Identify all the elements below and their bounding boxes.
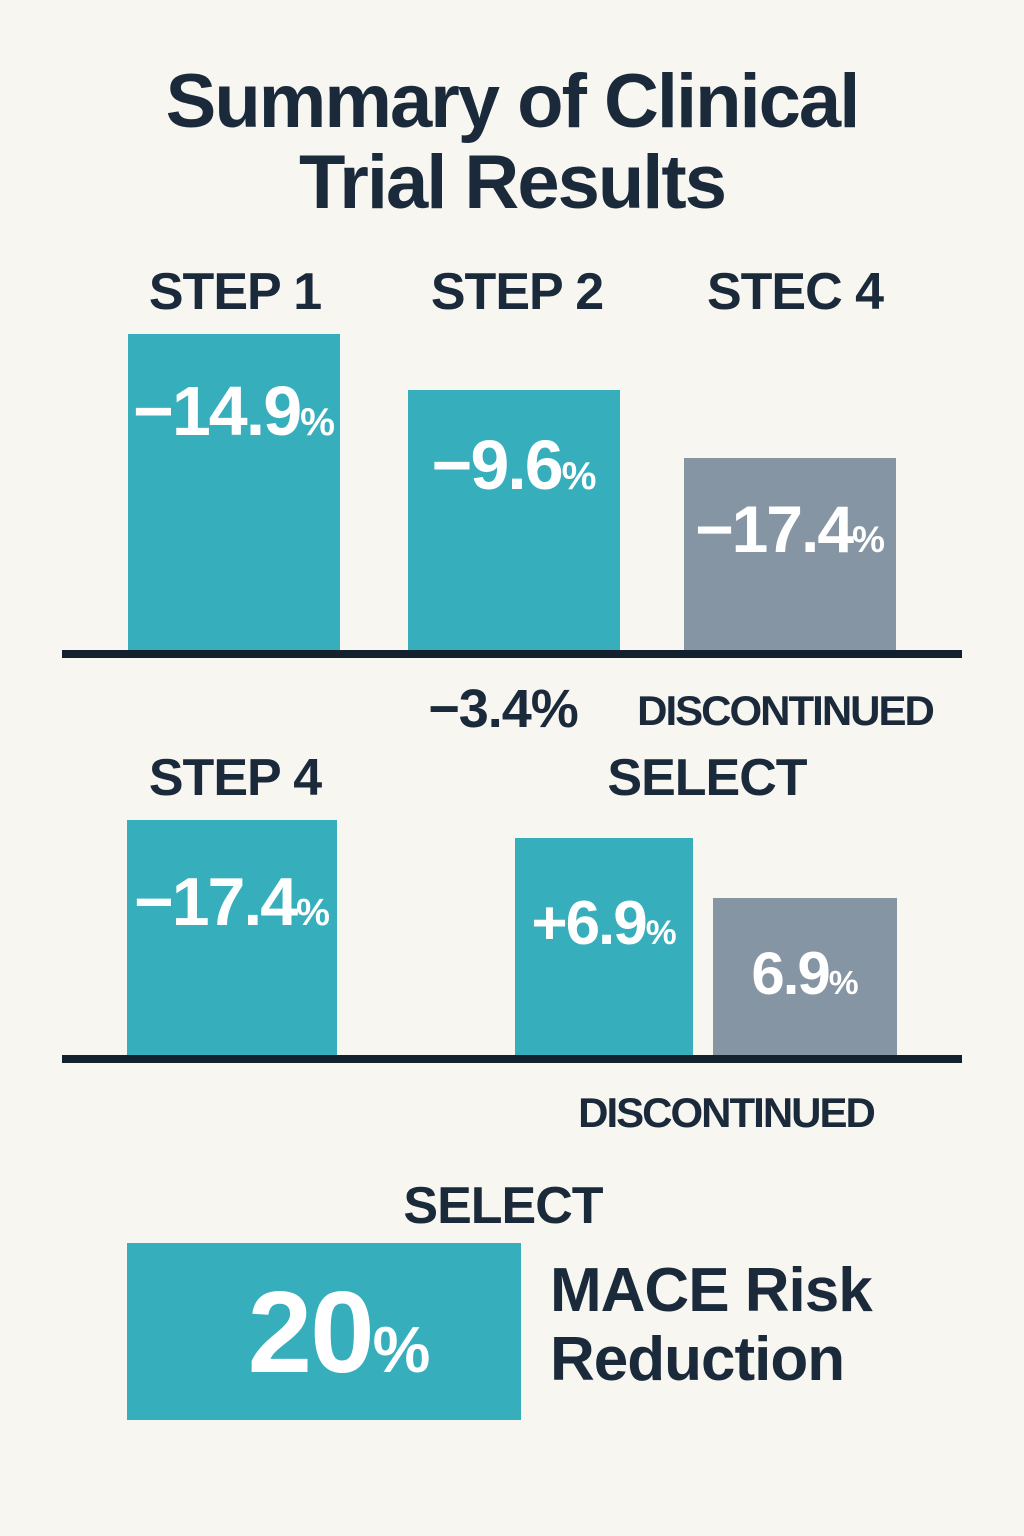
percent-sign: % xyxy=(372,1312,431,1386)
percent-sign: % xyxy=(561,455,597,498)
highlight-description: MACE Risk Reduction xyxy=(550,1256,980,1395)
highlight-description-line2: Reduction xyxy=(550,1325,845,1395)
trial-label-step-2: STEP 2 xyxy=(430,263,604,321)
bar-select-gray-value-number: 6.9 xyxy=(751,940,830,1007)
bar-select-teal: +6.9% xyxy=(515,838,693,1057)
trial-label-stec-4: STEC 4 xyxy=(706,263,884,321)
page-title-line1: Summary of Clinical xyxy=(165,59,861,144)
bar-stec-4-value: −17.4% xyxy=(684,496,896,562)
bar-step-2-value-number: −9.6 xyxy=(431,426,563,504)
footnote-step-2: −3.4% xyxy=(428,679,579,739)
page-title-line2: Trial Results xyxy=(299,139,727,225)
bar-step-4-value-number: −17.4 xyxy=(134,864,298,940)
highlight-box: 20% xyxy=(127,1243,521,1420)
bar-step-1-value: −14.9% xyxy=(128,376,340,446)
highlight-value: 20% xyxy=(248,1274,431,1390)
highlight-description-line1: MACE Risk xyxy=(550,1256,873,1325)
bar-step-2: −9.6% xyxy=(408,390,620,652)
footnote-select-discontinued: DISCONTINUED xyxy=(578,1089,876,1136)
percent-sign: % xyxy=(828,965,859,1002)
footnote-stec-4-discontinued: DISCONTINUED xyxy=(637,687,935,734)
trial-label-select: SELECT xyxy=(607,749,807,807)
bar-select-gray-value: 6.9% xyxy=(713,944,897,1004)
page-title: Summary of Clinical Trial Results xyxy=(0,59,1024,225)
bar-stec-4: −17.4% xyxy=(684,458,896,652)
bar-select-teal-value-number: +6.9 xyxy=(531,889,647,958)
percent-sign: % xyxy=(852,519,885,560)
bar-select-gray: 6.9% xyxy=(713,898,897,1057)
bar-step-4: −17.4% xyxy=(127,820,337,1057)
bar-step-1: −14.9% xyxy=(128,334,340,652)
bar-step-1-value-number: −14.9 xyxy=(133,372,302,450)
baseline-row-2 xyxy=(62,1055,962,1063)
percent-sign: % xyxy=(300,401,335,444)
bar-select-teal-value: +6.9% xyxy=(515,893,693,955)
trial-label-select-bottom: SELECT xyxy=(403,1177,603,1235)
trial-label-step-1: STEP 1 xyxy=(148,263,322,321)
percent-sign: % xyxy=(645,914,677,952)
percent-sign: % xyxy=(296,892,330,934)
trial-label-step-4: STEP 4 xyxy=(148,749,322,807)
bar-stec-4-value-number: −17.4 xyxy=(695,492,854,566)
bar-step-2-value: −9.6% xyxy=(408,430,620,500)
baseline-row-1 xyxy=(62,650,962,658)
highlight-value-number: 20 xyxy=(247,1266,375,1397)
bar-step-4-value: −17.4% xyxy=(127,868,337,936)
